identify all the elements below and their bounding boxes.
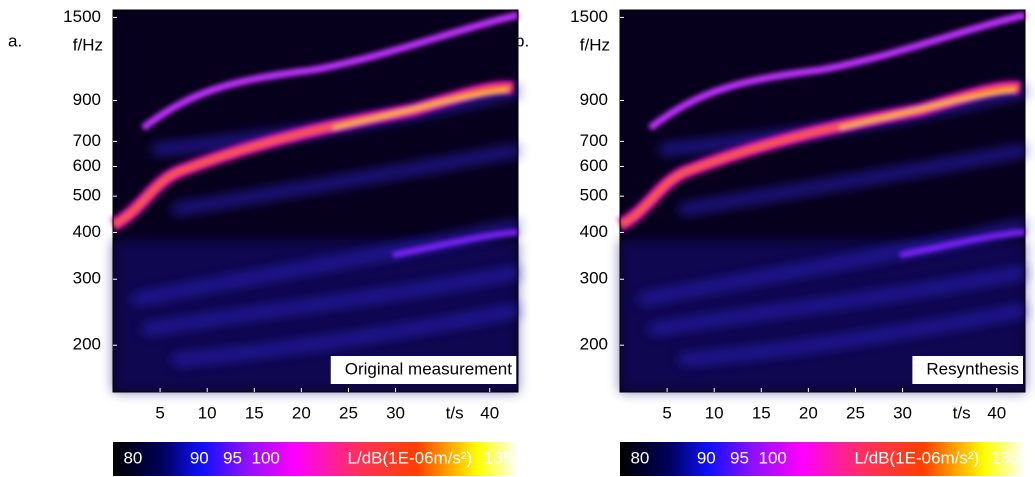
x-tick-label: 15 (245, 403, 264, 422)
colorbar-label: L/dB(1E-06m/s²) (348, 448, 473, 467)
x-tick-label: 10 (705, 403, 724, 422)
y-tick-label: 200 (580, 335, 608, 354)
annotation: Original measurement (345, 359, 513, 378)
colorbar: 80 90 95 100 135 L/dB(1E-06m/s²) (620, 442, 1025, 476)
x-axis-label: t/s (953, 403, 971, 422)
x-tick-label: 5 (155, 403, 164, 422)
y-tick-label: 700 (580, 131, 608, 150)
x-tick-label: 30 (893, 403, 912, 422)
x-tick-label: 40 (987, 403, 1006, 422)
x-tick-label: 20 (799, 403, 818, 422)
panel: b. f/Hz 200 300 400 500 600 700 900 1500 5 10 15 20 25… (515, 7, 1025, 476)
colorbar-tick-label: 95 (730, 448, 749, 467)
y-axis-label: f/Hz (73, 35, 103, 54)
x-tick-label: 25 (846, 403, 865, 422)
x-tick-label: 10 (198, 403, 217, 422)
colorbar-tick-label: 80 (123, 448, 142, 467)
y-tick-label: 300 (73, 269, 101, 288)
colorbar: 80 90 95 100 135 L/dB(1E-06m/s²) (113, 442, 518, 476)
y-axis-label: f/Hz (580, 35, 610, 54)
spectrogram-image (620, 10, 1025, 392)
y-tick-label: 600 (580, 156, 608, 175)
y-tick-label: 600 (73, 156, 101, 175)
y-tick-label: 300 (580, 269, 608, 288)
x-tick-label: 25 (339, 403, 358, 422)
colorbar-tick-label: 135 (484, 448, 512, 467)
colorbar-tick-label: 100 (252, 448, 280, 467)
colorbar-tick-label: 95 (223, 448, 242, 467)
annotation-box (912, 356, 1023, 384)
y-tick-label: 1500 (570, 7, 608, 26)
spectrogram-image (113, 10, 518, 392)
colorbar-tick-label: 100 (759, 448, 787, 467)
colorbar-label: L/dB(1E-06m/s²) (855, 448, 980, 467)
panel-label: b. (515, 31, 529, 50)
x-tick-label: 15 (752, 403, 771, 422)
colorbar-tick-label: 90 (190, 448, 209, 467)
y-tick-label: 500 (73, 186, 101, 205)
y-tick-label: 1500 (63, 7, 101, 26)
colorbar-gradient (113, 442, 518, 476)
y-tick-label: 400 (580, 222, 608, 241)
x-tick-label: 40 (480, 403, 499, 422)
x-tick-label: 5 (662, 403, 671, 422)
y-tick-label: 700 (73, 131, 101, 150)
y-tick-label: 900 (73, 90, 101, 109)
plot-frame (112, 9, 519, 393)
colorbar-gradient (620, 442, 1025, 476)
panel-label: a. (8, 31, 22, 50)
panel: a. f/Hz 200 300 400 500 600 700 900 1500 5 10 15 20 25… (8, 7, 518, 476)
x-axis-label: t/s (446, 403, 464, 422)
x-tick-label: 20 (292, 403, 311, 422)
colorbar-tick-label: 90 (697, 448, 716, 467)
y-tick-label: 400 (73, 222, 101, 241)
plot-frame (619, 9, 1026, 393)
x-tick-label: 30 (386, 403, 405, 422)
y-tick-label: 200 (73, 335, 101, 354)
y-tick-label: 900 (580, 90, 608, 109)
annotation: Resynthesis (926, 359, 1019, 378)
colorbar-tick-label: 135 (991, 448, 1019, 467)
annotation-box (330, 356, 517, 384)
colorbar-tick-label: 80 (630, 448, 649, 467)
y-tick-label: 500 (580, 186, 608, 205)
